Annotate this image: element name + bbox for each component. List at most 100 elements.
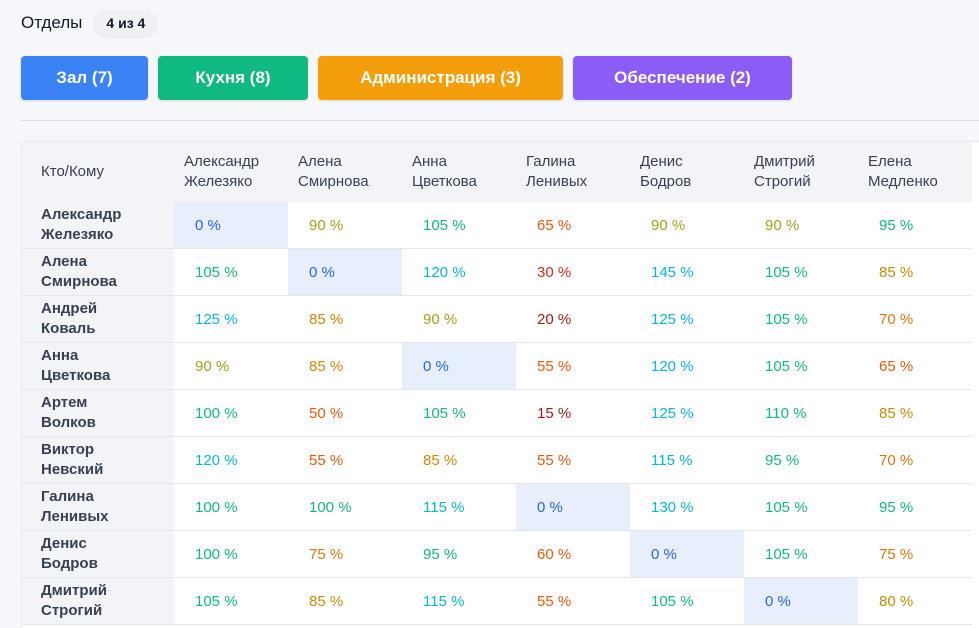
rating-cell[interactable]: 120 % bbox=[630, 342, 744, 390]
rating-value: 30 bbox=[537, 263, 554, 281]
rating-cell[interactable]: 90 % bbox=[174, 342, 288, 390]
rating-cell[interactable]: 70 % bbox=[858, 436, 972, 484]
rating-cell[interactable]: 125 % bbox=[174, 295, 288, 343]
rating-cell[interactable]: 95 % bbox=[858, 483, 972, 531]
rating-cell[interactable]: 20 % bbox=[516, 295, 630, 343]
rating-cell[interactable]: 85 % bbox=[858, 389, 972, 437]
rating-cell[interactable]: 125 % bbox=[630, 295, 744, 343]
department-button-support[interactable]: Обеспечение (2) bbox=[573, 56, 792, 100]
rating-cell[interactable]: 55 % bbox=[516, 577, 630, 625]
rating-cell[interactable]: 75 % bbox=[288, 530, 402, 578]
rating-cell[interactable]: 50 % bbox=[288, 389, 402, 437]
rating-cell[interactable]: 105 % bbox=[744, 248, 858, 296]
rating-cell[interactable]: 85 % bbox=[858, 248, 972, 296]
row-header: Денис Бодров bbox=[22, 530, 174, 578]
rating-cell[interactable]: 85 % bbox=[288, 577, 402, 625]
rating-cell[interactable]: 105 % bbox=[402, 389, 516, 437]
department-button-administration[interactable]: Администрация (3) bbox=[318, 56, 563, 100]
rating-cell[interactable]: 105 % bbox=[630, 577, 744, 625]
rating-cell[interactable]: 85 % bbox=[288, 295, 402, 343]
rating-value: 115 bbox=[423, 592, 447, 610]
rating-cell[interactable]: 120 % bbox=[174, 436, 288, 484]
rating-cell[interactable]: 110 % bbox=[744, 389, 858, 437]
row-header-name-part: Цветкова bbox=[41, 367, 111, 384]
rating-cell[interactable]: 90 % bbox=[744, 202, 858, 249]
rating-value: 85 bbox=[423, 451, 440, 469]
rating-cell[interactable]: 55 % bbox=[288, 436, 402, 484]
rating-cell[interactable]: 105 % bbox=[744, 483, 858, 531]
rating-cell[interactable]: 130 % bbox=[630, 483, 744, 531]
rating-cell[interactable]: 125 % bbox=[630, 389, 744, 437]
rating-cell[interactable]: 120 % bbox=[402, 248, 516, 296]
rating-unit: % bbox=[557, 310, 572, 328]
rating-unit: % bbox=[793, 404, 807, 422]
rating-cell[interactable]: 115 % bbox=[402, 577, 516, 625]
rating-value: 105 bbox=[195, 592, 221, 610]
rating-value: 105 bbox=[423, 404, 449, 422]
rating-cell[interactable]: 95 % bbox=[402, 530, 516, 578]
rating-value: 0 bbox=[537, 498, 546, 516]
department-button-hall[interactable]: Зал (7) bbox=[21, 56, 148, 100]
rating-cell[interactable]: 75 % bbox=[858, 530, 972, 578]
rating-cell[interactable]: 105 % bbox=[402, 202, 516, 249]
rating-cell[interactable]: 105 % bbox=[744, 295, 858, 343]
rating-value: 125 bbox=[651, 404, 677, 422]
rating-value: 105 bbox=[765, 263, 791, 281]
rating-cell[interactable]: 0 % bbox=[402, 342, 516, 390]
rating-cell[interactable]: 55 % bbox=[516, 342, 630, 390]
rating-cell[interactable]: 80 % bbox=[858, 577, 972, 625]
rating-value: 65 bbox=[879, 357, 896, 375]
rating-cell[interactable]: 30 % bbox=[516, 248, 630, 296]
rating-cell[interactable]: 0 % bbox=[516, 483, 630, 531]
rating-cell[interactable]: 85 % bbox=[288, 342, 402, 390]
rating-unit: % bbox=[451, 592, 465, 610]
column-header-name-part: Анна bbox=[412, 153, 447, 170]
rating-cell[interactable]: 95 % bbox=[744, 436, 858, 484]
rating-cell[interactable]: 0 % bbox=[288, 248, 402, 296]
rating-cell[interactable]: 105 % bbox=[744, 530, 858, 578]
rating-cell[interactable]: 15 % bbox=[516, 389, 630, 437]
rating-cell[interactable]: 85 % bbox=[402, 436, 516, 484]
rating-cell[interactable]: 65 % bbox=[858, 342, 972, 390]
department-button-kitchen[interactable]: Кухня (8) bbox=[158, 56, 308, 100]
rating-cell[interactable]: 95 % bbox=[858, 202, 972, 249]
row-header: Артем Волков bbox=[22, 389, 174, 437]
row-header: Андрей Коваль bbox=[22, 295, 174, 343]
rating-cell[interactable]: 90 % bbox=[402, 295, 516, 343]
row-header-name-part: Коваль bbox=[41, 320, 96, 337]
rating-cell[interactable]: 100 % bbox=[174, 389, 288, 437]
column-header-name-part: Алена bbox=[298, 153, 342, 170]
rating-unit: % bbox=[321, 263, 335, 281]
column-header: Анна Цветкова bbox=[402, 142, 516, 202]
rating-cell[interactable]: 55 % bbox=[516, 436, 630, 484]
rating-cell[interactable]: 100 % bbox=[174, 530, 288, 578]
row-header: Анна Цветкова bbox=[22, 342, 174, 390]
rating-cell[interactable]: 105 % bbox=[744, 342, 858, 390]
row-header-name-part: Александр bbox=[41, 206, 122, 223]
rating-value: 145 bbox=[651, 263, 677, 281]
rating-value: 85 bbox=[309, 357, 326, 375]
column-header: Галина Ленивых bbox=[516, 142, 630, 202]
rating-unit: % bbox=[329, 592, 344, 610]
rating-cell[interactable]: 105 % bbox=[174, 248, 288, 296]
rating-cell[interactable]: 100 % bbox=[288, 483, 402, 531]
rating-value: 60 bbox=[537, 545, 554, 563]
rating-cell[interactable]: 0 % bbox=[630, 530, 744, 578]
rating-cell[interactable]: 0 % bbox=[744, 577, 858, 625]
rating-cell[interactable]: 0 % bbox=[174, 202, 288, 249]
rating-cell[interactable]: 105 % bbox=[174, 577, 288, 625]
rating-cell[interactable]: 115 % bbox=[402, 483, 516, 531]
rating-unit: % bbox=[557, 216, 572, 234]
rating-cell[interactable]: 100 % bbox=[174, 483, 288, 531]
rating-cell[interactable]: 115 % bbox=[630, 436, 744, 484]
rating-value: 20 bbox=[537, 310, 554, 328]
rating-unit: % bbox=[557, 263, 572, 281]
rating-value: 85 bbox=[309, 592, 326, 610]
rating-cell[interactable]: 70 % bbox=[858, 295, 972, 343]
rating-value: 105 bbox=[651, 592, 677, 610]
rating-cell[interactable]: 60 % bbox=[516, 530, 630, 578]
rating-cell[interactable]: 145 % bbox=[630, 248, 744, 296]
rating-cell[interactable]: 90 % bbox=[288, 202, 402, 249]
rating-cell[interactable]: 90 % bbox=[630, 202, 744, 249]
rating-cell[interactable]: 65 % bbox=[516, 202, 630, 249]
